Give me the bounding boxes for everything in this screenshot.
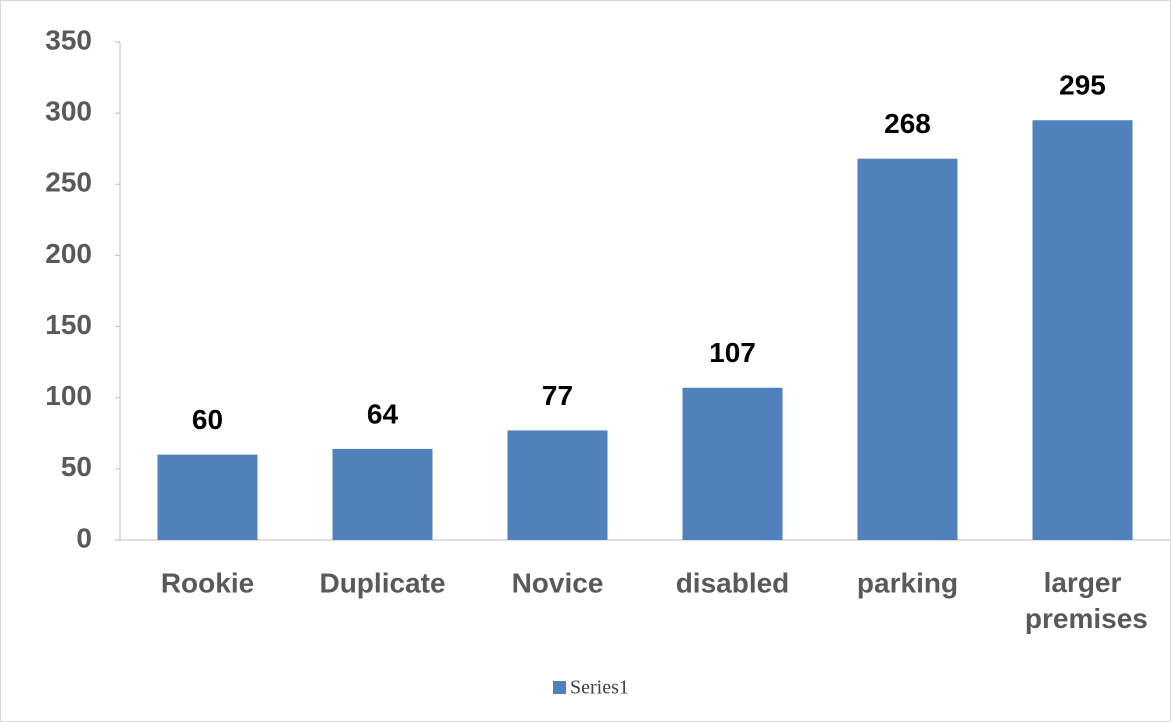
y-tick-label: 50: [61, 451, 92, 482]
data-label: 107: [709, 337, 756, 368]
bar: [857, 158, 958, 540]
y-tick-label: 350: [45, 24, 92, 55]
data-label: 64: [367, 398, 399, 429]
y-tick-label: 0: [76, 522, 92, 553]
x-tick-label: larger premises: [1017, 567, 1148, 634]
y-tick-label: 100: [45, 380, 92, 411]
legend-label: Series1: [570, 677, 629, 699]
x-tick-label: disabled: [676, 567, 790, 598]
data-label: 77: [542, 380, 573, 411]
x-tick-label: Duplicate: [319, 567, 445, 598]
bar: [682, 387, 783, 540]
bar: [1032, 120, 1133, 540]
data-label: 268: [884, 108, 931, 139]
x-tick-label: parking: [857, 567, 958, 598]
bar: [332, 448, 433, 540]
bar: [507, 430, 608, 540]
bar: [157, 454, 258, 540]
x-tick-label: Novice: [512, 567, 604, 598]
x-tick-label: Rookie: [161, 567, 254, 598]
data-label: 295: [1059, 70, 1106, 101]
y-tick-label: 150: [45, 309, 92, 340]
legend-swatch: [553, 681, 566, 694]
data-label: 60: [192, 404, 223, 435]
y-tick-label: 200: [45, 238, 92, 269]
y-tick-label: 250: [45, 167, 92, 198]
y-tick-label: 300: [45, 96, 92, 127]
